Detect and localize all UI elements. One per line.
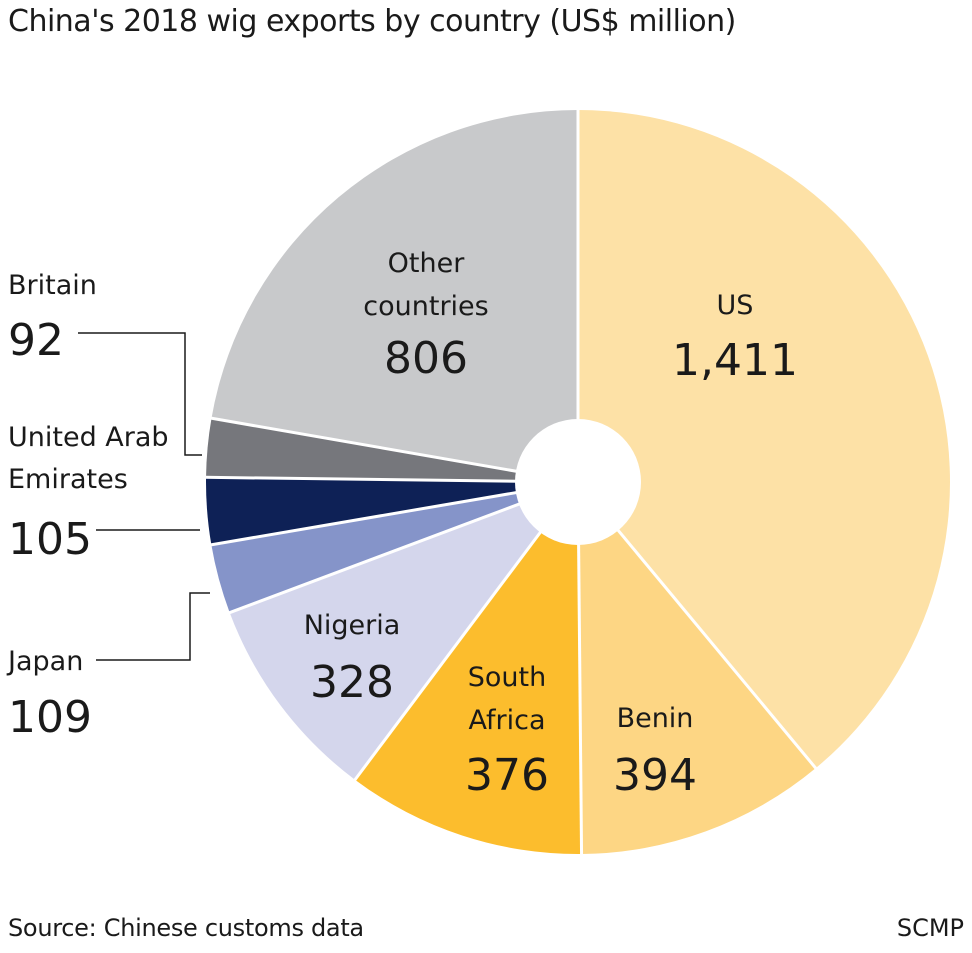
slice-other-countries	[211, 110, 578, 482]
slice-label-japan: Japan	[6, 646, 83, 677]
slice-label-nigeria: Nigeria	[304, 610, 401, 641]
slice-value-other-countries: 806	[384, 333, 468, 384]
credit-label: SCMP	[896, 914, 964, 942]
source-note: Source: Chinese customs data	[8, 914, 364, 942]
slice-label-britain: Britain	[8, 270, 97, 301]
slice-south-africa	[354, 482, 582, 854]
slice-label-other-countries: Other	[388, 248, 466, 279]
leader-line-japan	[96, 592, 210, 661]
slice-us	[578, 110, 950, 769]
slice-label-south-africa: Africa	[468, 705, 545, 736]
slice-benin	[578, 482, 816, 854]
slice-label-united-arab-emirates: United Arab	[8, 422, 169, 453]
slice-label-other-countries: countries	[363, 291, 488, 322]
slice-value-britain: 92	[8, 315, 64, 366]
leader-line-britain	[78, 332, 202, 456]
slice-value-us: 1,411	[672, 335, 798, 386]
slice-value-japan: 109	[8, 692, 92, 743]
slice-label-south-africa: South	[468, 662, 546, 693]
slice-value-south-africa: 376	[465, 750, 549, 801]
slice-united-arab-emirates	[206, 477, 578, 545]
slice-value-united-arab-emirates: 105	[8, 514, 92, 565]
slice-nigeria	[229, 482, 578, 780]
slice-value-benin: 394	[613, 750, 697, 801]
slice-value-nigeria: 328	[310, 657, 394, 708]
slice-label-united-arab-emirates: Emirates	[8, 464, 128, 495]
slice-label-benin: Benin	[617, 703, 694, 734]
slice-japan	[211, 482, 578, 613]
chart-title: China's 2018 wig exports by country (US$…	[8, 4, 736, 39]
donut-hole	[515, 419, 641, 545]
slice-label-us: US	[717, 290, 754, 321]
